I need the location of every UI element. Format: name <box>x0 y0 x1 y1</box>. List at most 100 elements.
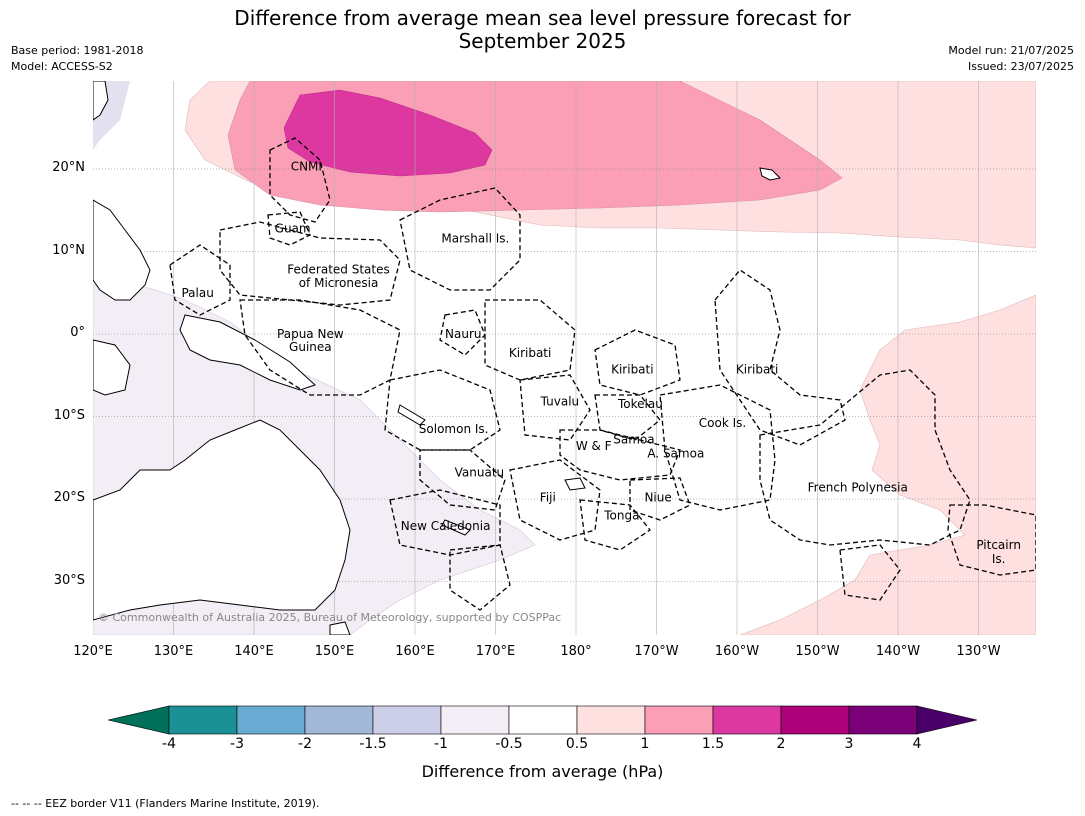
latitude-label: 30°S <box>53 572 85 588</box>
land-new-caledonia <box>441 519 471 536</box>
eez-png <box>239 299 401 396</box>
colorbar-tick-label: 2 <box>776 736 786 752</box>
eez-kiribati-central <box>594 329 681 396</box>
longitude-label: 140°W <box>875 644 921 659</box>
colorbar-swatch <box>644 705 714 735</box>
longitude-label: 180° <box>560 644 592 659</box>
region-label: Fiji <box>540 490 556 504</box>
latitude-label: 10°N <box>52 242 85 258</box>
eez-fsm <box>219 221 401 306</box>
land-fiji <box>564 477 586 491</box>
region-label: Marshall Is. <box>441 231 509 245</box>
region-label: Samoa <box>613 433 654 447</box>
colorbar-swatch <box>236 705 306 735</box>
eez-palau <box>169 244 231 316</box>
copyright-text: © Commonwealth of Australia 2025, Bureau… <box>98 611 561 624</box>
colorbar-tick-label: -0.5 <box>495 736 523 752</box>
eez-kiribati-east <box>714 269 846 446</box>
meta-right: Model run: 21/07/2025 Issued: 23/07/2025 <box>948 43 1074 75</box>
colorbar-tick-label: -3 <box>230 736 244 752</box>
colorbar-swatch <box>712 705 782 735</box>
colorbar-tick-label: 0.5 <box>565 736 589 752</box>
region-label: Tuvalu <box>540 395 580 409</box>
land-solomon <box>397 404 426 426</box>
colorbar-swatch <box>576 705 646 735</box>
eez-guam <box>267 211 311 246</box>
region-label: Tokelau <box>617 397 663 411</box>
colorbar-swatch <box>440 705 510 735</box>
model-run: Model run: 21/07/2025 <box>948 44 1074 57</box>
colorbar-high-extend <box>916 705 978 735</box>
eez-fiji <box>509 459 601 541</box>
region-label: Kiribati <box>736 362 778 376</box>
eez-solomon <box>384 369 501 451</box>
colorbar-title: Difference from average (hPa) <box>421 762 664 781</box>
latitude-label: 20°S <box>53 490 85 505</box>
region-label: A. Samoa <box>647 447 704 461</box>
longitude-label: 150°W <box>795 644 840 659</box>
longitude-label: 130°E <box>153 644 194 659</box>
region-label: Niue <box>644 490 671 504</box>
eez-pitcairn <box>947 504 1036 576</box>
colorbar-tick-label: 3 <box>844 736 854 752</box>
longitude-label: 170°E <box>475 644 516 659</box>
eez-nauru <box>439 309 486 356</box>
coastlines <box>93 81 782 635</box>
colorbar-swatch <box>508 705 578 735</box>
title-line-1: Difference from average mean sea level p… <box>234 6 851 30</box>
eez-wf-samoa <box>559 429 681 481</box>
title-line-2: September 2025 <box>458 29 627 53</box>
region-label: Papua New <box>277 327 344 341</box>
eez-tonga <box>579 499 651 551</box>
longitude-label: 150°E <box>314 644 355 659</box>
meta-left: Base period: 1981-2018 Model: ACCESS-S2 <box>11 43 143 75</box>
colorbar-low-extend <box>107 705 170 735</box>
base-period: Base period: 1981-2018 <box>11 44 144 57</box>
land-hawaii <box>759 167 782 181</box>
land-philippines <box>93 199 151 301</box>
colorbar-tick-label: 1.5 <box>701 736 725 752</box>
colorbar-tick-label: 1 <box>640 736 650 752</box>
longitude-label: 130°W <box>956 644 1001 659</box>
latitude-label: 10°S <box>53 407 85 423</box>
eez-french-polynesia <box>759 369 971 546</box>
longitude-label: 160°E <box>395 644 435 659</box>
longitude-label: 140°E <box>234 644 274 659</box>
colorbar <box>107 705 978 735</box>
region-label: Solomon Is. <box>419 422 489 436</box>
colorbar-tick-label: 4 <box>912 736 922 752</box>
region-label: CNMI <box>291 160 322 174</box>
eez-footnote: -- -- -- EEZ border V11 (Flanders Marine… <box>11 797 320 810</box>
region-label: Palau <box>181 286 213 300</box>
issued-date: Issued: 23/07/2025 <box>967 60 1074 73</box>
anomaly-region-0-5-southeast <box>739 294 1036 635</box>
anomaly-region-1-5-north <box>283 89 493 177</box>
region-label: Kiribati <box>611 362 653 376</box>
region-label: of Micronesia <box>299 276 379 290</box>
latitude-label: 20°N <box>52 160 85 175</box>
eez-nz-north <box>449 544 511 611</box>
land-new-guinea <box>179 314 316 391</box>
eez-tuvalu <box>519 374 591 441</box>
eez-pitcairn-south <box>839 544 901 601</box>
colorbar-swatch <box>304 705 374 735</box>
land-nz-bit <box>329 621 351 635</box>
colorbar-swatch <box>168 705 238 735</box>
region-label: Cook Is. <box>699 416 746 430</box>
land-taiwan-luzon <box>93 81 109 121</box>
region-label: Guinea <box>289 340 332 354</box>
region-label: Guam <box>275 221 311 235</box>
colorbar-tick-label: -1 <box>434 736 448 752</box>
region-label: Tonga <box>603 509 639 523</box>
colorbar-swatch <box>780 705 850 735</box>
land-borneo <box>93 339 131 396</box>
region-label: French Polynesia <box>808 480 908 494</box>
region-label: Kiribati <box>509 346 551 360</box>
eez-cnmi <box>269 137 331 223</box>
colorbar-swatch <box>372 705 442 735</box>
eez-vanuatu <box>419 449 506 511</box>
longitude-label: 120°E <box>73 644 113 659</box>
region-label: W & F <box>576 439 612 453</box>
